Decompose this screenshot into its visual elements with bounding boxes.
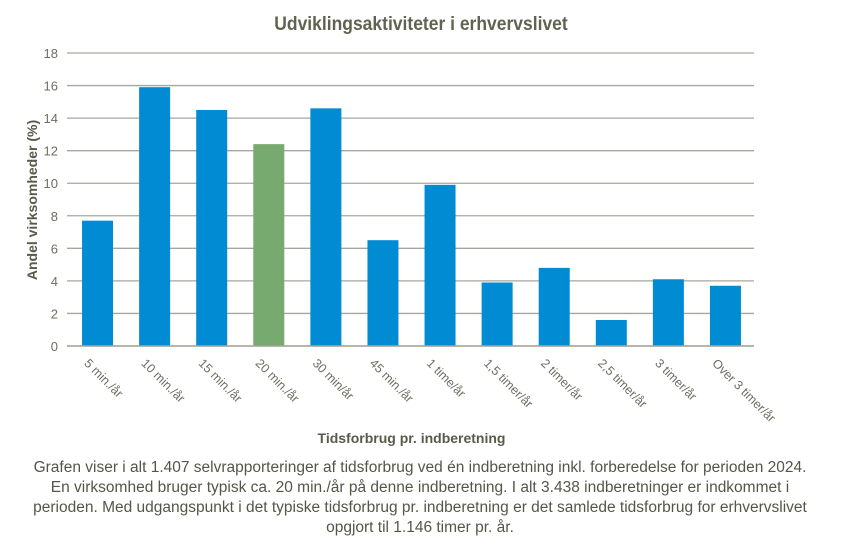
x-tick-label: 3 timer/år <box>652 356 699 403</box>
y-axis-label: Andel virksomheder (%) <box>24 119 40 281</box>
x-tick-label: 45 min./år <box>367 356 416 405</box>
y-tick-label: 6 <box>51 241 58 256</box>
bar <box>709 285 741 346</box>
chart-caption: Grafen viser i alt 1.407 selvrapporterin… <box>33 459 807 536</box>
y-tick-label: 4 <box>51 274 58 289</box>
y-tick-label: 16 <box>44 79 58 94</box>
y-tick-label: 10 <box>44 176 58 191</box>
bar <box>196 109 228 346</box>
bar <box>82 220 114 346</box>
x-tick-label: Over 3 timer/år <box>709 356 778 425</box>
bar-chart: 0 2 4 6 8 10 12 14 16 18 5 min./år 10 min./år 15 min… <box>44 46 779 425</box>
x-tick-label: 1,5 timer/år <box>481 356 536 411</box>
x-tick-label: 10 min./år <box>139 356 188 405</box>
bar <box>595 319 627 346</box>
x-tick-label: 1 time/år <box>424 356 468 400</box>
x-axis-label: Tidsforbrug pr. indberetning <box>317 430 506 446</box>
bar <box>538 267 570 346</box>
y-tick-label: 12 <box>44 144 58 159</box>
bar <box>481 282 513 346</box>
x-tick-label: 30 min/år <box>310 356 357 403</box>
x-tick-label: 5 min./år <box>81 356 125 400</box>
x-tick-label: 2,5 timer/år <box>595 356 650 411</box>
y-tick-label: 8 <box>51 209 58 224</box>
y-tick-label: 2 <box>51 306 58 321</box>
bar <box>424 184 456 346</box>
x-tick-label: 15 min./år <box>196 356 245 405</box>
x-tick-label: 2 timer/år <box>538 356 585 403</box>
bar <box>253 144 285 346</box>
y-tick-label: 14 <box>44 111 58 126</box>
y-tick-label: 0 <box>51 339 58 354</box>
bar <box>310 108 342 346</box>
bar <box>139 87 171 346</box>
y-tick-label: 18 <box>44 46 58 61</box>
bar <box>367 240 399 346</box>
bar <box>652 279 684 346</box>
x-tick-label: 20 min./år <box>253 356 302 405</box>
chart-title: Udviklingsaktiviteter i erhvervslivet <box>274 14 568 35</box>
